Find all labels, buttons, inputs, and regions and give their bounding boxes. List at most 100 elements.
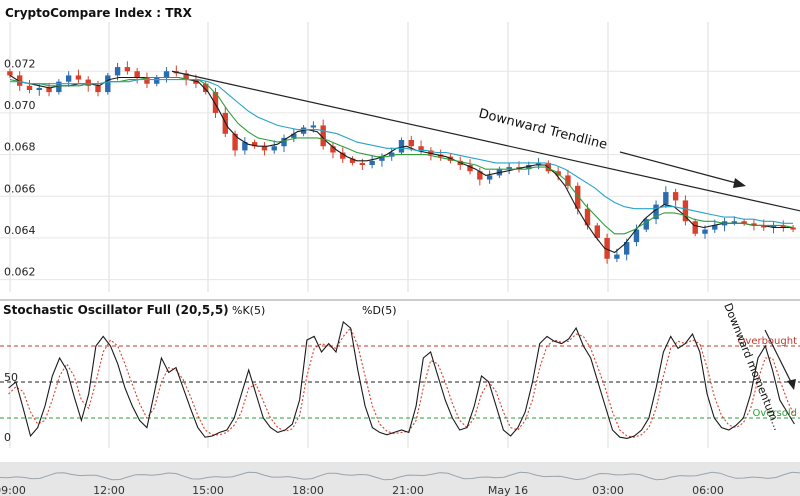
stoch-d-line xyxy=(8,326,795,438)
momentum-arrow-head xyxy=(787,379,796,390)
candle-body xyxy=(682,200,689,222)
candle-body xyxy=(565,175,571,186)
candle-body xyxy=(154,77,160,84)
candle-body xyxy=(477,171,483,180)
level-label: Oversold xyxy=(752,408,797,419)
legend-k: %K(5) xyxy=(232,304,265,317)
candle-body xyxy=(163,71,170,78)
candle-body xyxy=(144,77,150,84)
candle-body xyxy=(134,71,140,78)
candle-body xyxy=(702,229,708,234)
candle-body xyxy=(751,223,757,226)
candle-body xyxy=(418,146,424,151)
candle-body xyxy=(36,87,42,90)
candle-body xyxy=(389,152,395,157)
level-label: Overbought xyxy=(738,336,798,347)
candle-body xyxy=(780,225,787,228)
candle-body xyxy=(761,225,767,228)
candle-body xyxy=(467,165,473,172)
candle-body xyxy=(95,85,101,93)
candle-body xyxy=(614,254,620,259)
moving-average-line xyxy=(10,79,793,224)
candle-body xyxy=(320,125,326,147)
candle-body xyxy=(604,237,610,259)
x-tick-label: May 16 xyxy=(488,484,528,496)
candle-body xyxy=(75,75,82,80)
candle-body xyxy=(408,140,414,147)
candle-body xyxy=(124,67,131,72)
price-y-tick-label: 0.072 xyxy=(4,57,36,70)
candle-body xyxy=(623,242,630,255)
stochastic-plot xyxy=(0,321,800,439)
candle-body xyxy=(7,71,13,76)
trend-arrow-shaft xyxy=(619,151,741,185)
candle-body xyxy=(790,227,796,230)
candle-body xyxy=(251,142,258,147)
trendline xyxy=(171,70,800,212)
price-y-tick-label: 0.062 xyxy=(4,266,36,279)
candle-body xyxy=(56,81,62,93)
candle-body xyxy=(575,185,581,209)
candle-body xyxy=(486,175,493,180)
price-y-tick-label: 0.068 xyxy=(4,141,36,154)
x-tick-label: 15:00 xyxy=(192,484,224,496)
x-tick-label: 06:00 xyxy=(692,484,724,496)
momentum-arrow-shaft xyxy=(764,329,793,385)
candle-body xyxy=(594,225,600,238)
candle-body xyxy=(584,208,591,226)
candle-body xyxy=(261,146,268,151)
candle-body xyxy=(741,221,747,224)
trend-arrow-head xyxy=(733,178,746,188)
candle-body xyxy=(330,146,336,153)
candle-body xyxy=(379,156,385,161)
navigator-series xyxy=(0,471,800,481)
candle-body xyxy=(16,75,23,86)
candle-body xyxy=(26,85,33,90)
stoch-y-tick-label: 0 xyxy=(4,431,11,444)
candle-body xyxy=(310,125,317,128)
candle-body xyxy=(653,204,659,220)
candle-body xyxy=(291,133,297,138)
stoch-k-line xyxy=(8,321,795,439)
candle-body xyxy=(643,219,649,230)
candle-body xyxy=(212,92,219,113)
legend-d: %D(5) xyxy=(362,304,397,317)
candle-body xyxy=(232,133,238,151)
candle-body xyxy=(349,158,356,163)
x-tick-label: 12:00 xyxy=(93,484,125,496)
axis-labels: 0.072 0.070 0.068 0.066 0.064 0.062 Overbought… xyxy=(0,57,797,496)
candle-body xyxy=(535,162,542,165)
candle-body xyxy=(672,192,679,201)
grid-lines xyxy=(0,22,800,448)
candle-body xyxy=(271,146,277,151)
candle-body xyxy=(369,160,375,165)
x-tick-label: 09:00 xyxy=(0,484,26,496)
candle-body xyxy=(428,150,434,155)
candle-body xyxy=(770,225,777,228)
chart-title: CryptoCompare Index : TRX xyxy=(5,6,193,20)
time-navigator[interactable] xyxy=(0,462,800,496)
candle-body xyxy=(506,167,512,170)
price-plot xyxy=(7,61,800,264)
candle-body xyxy=(281,137,287,147)
candle-body xyxy=(105,75,111,93)
price-y-tick-label: 0.064 xyxy=(4,224,36,237)
candle-body xyxy=(633,229,640,243)
candle-body xyxy=(242,142,248,151)
candle-body xyxy=(46,87,52,93)
candle-body xyxy=(526,165,532,170)
candle-body xyxy=(663,192,669,205)
candle-body xyxy=(712,225,718,230)
candle-body xyxy=(65,75,72,82)
price-y-tick-label: 0.070 xyxy=(4,99,36,112)
x-tick-label: 21:00 xyxy=(392,484,424,496)
x-tick-label: 18:00 xyxy=(292,484,324,496)
candle-body xyxy=(85,79,91,86)
candle-body xyxy=(340,152,346,159)
candle-body xyxy=(114,67,121,76)
navigator-background xyxy=(0,462,800,496)
moving-average-line xyxy=(9,74,793,254)
candle-body xyxy=(359,162,366,165)
candle-body xyxy=(692,221,698,234)
